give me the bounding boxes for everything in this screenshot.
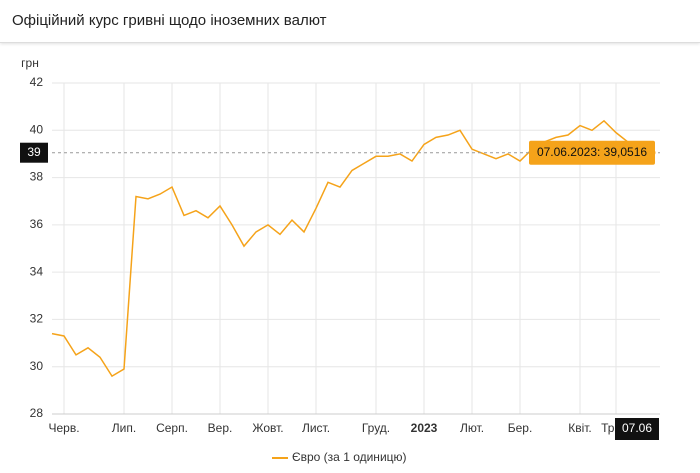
y-axis-label: грн [21, 56, 39, 70]
crosshair-y-label: 39 [27, 145, 41, 159]
y-tick-label: 28 [30, 406, 44, 420]
x-tick-label: Лют. [460, 421, 484, 435]
x-tick-label: Квіт. [568, 421, 592, 435]
x-tick-label: Черв. [48, 421, 79, 435]
chart: грн 28 30 32 34 36 38 40 42 Черв. Лип. Серп. Вер. Жо… [20, 56, 660, 464]
y-tick-label: 36 [30, 217, 44, 231]
tooltip-box [529, 140, 655, 165]
crosshair-x-label: 07.06 [622, 421, 652, 435]
y-tick-label: 42 [30, 75, 44, 89]
crosshair-y-box [20, 142, 48, 163]
x-tick-label: 2023 [411, 421, 438, 435]
x-tick-label: Груд. [362, 421, 390, 435]
tooltip-text: 07.06.2023: 39,0516 [537, 145, 647, 159]
line-series [51, 119, 653, 378]
legend-label: Євро (за 1 одиницю) [292, 450, 407, 464]
y-tick-label: 30 [30, 359, 44, 373]
chart-title: Офіційний курс гривні щодо іноземних вал… [0, 0, 700, 43]
x-tick-label: Бер. [508, 421, 533, 435]
y-tick-label: 40 [30, 122, 44, 136]
y-tick-label: 34 [30, 264, 44, 278]
x-tick-label: Лист. [302, 421, 330, 435]
crosshair-x-box [615, 418, 659, 440]
y-tick-label: 32 [30, 312, 44, 326]
y-tick-label: 38 [30, 170, 44, 184]
x-tick-label: Серп. [156, 421, 188, 435]
x-tick-label: Жовт. [252, 421, 283, 435]
x-tick-label: Вер. [208, 421, 233, 435]
x-tick-label: Лип. [112, 421, 136, 435]
